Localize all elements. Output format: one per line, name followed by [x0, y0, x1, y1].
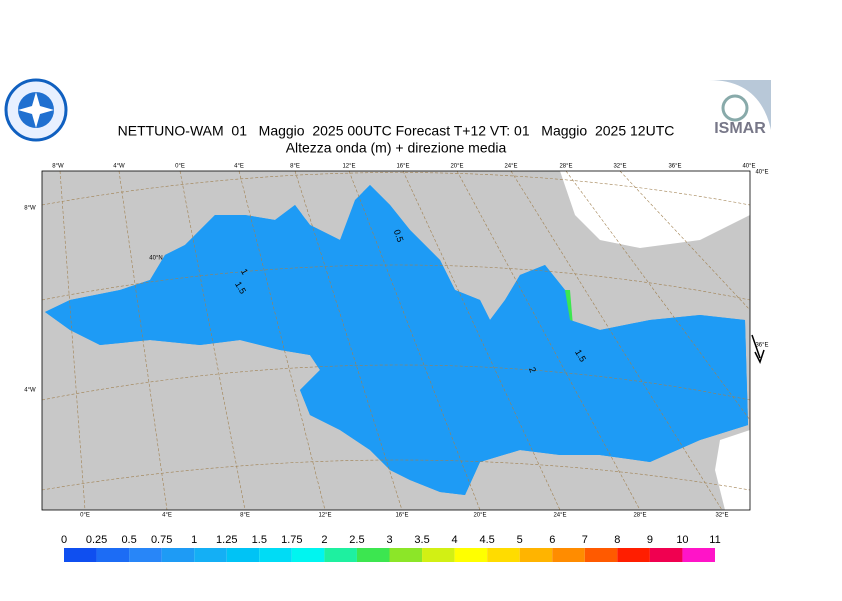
colorbar-label: 2	[321, 534, 327, 546]
colorbar-swatch	[356, 548, 390, 562]
colorbar-swatch	[324, 548, 357, 562]
colorbar-label: 0.25	[86, 534, 107, 546]
contour-label: 0.5	[392, 228, 406, 243]
colorbar-swatch	[96, 548, 130, 562]
coordinate-label: 16°E	[395, 513, 408, 519]
colorbar-label: 10	[676, 534, 688, 546]
colorbar-label: 9	[647, 534, 653, 546]
subtitle: Altezza onda (m) + direzione media	[286, 140, 507, 156]
coordinate-label: 20°E	[473, 513, 486, 519]
colorbar-label: 4	[452, 534, 458, 546]
colorbar-swatch	[64, 548, 97, 562]
colorbar-label: 4.5	[480, 534, 495, 546]
contour-label: 2	[527, 366, 538, 374]
coordinate-label: 32°E	[613, 164, 626, 170]
colorbar-label: 1	[191, 534, 197, 546]
colorbar-swatch	[422, 548, 455, 562]
colorbar-label: 7	[582, 534, 588, 546]
map-frame	[41, 170, 751, 511]
map	[42, 171, 750, 510]
colorbar-swatch	[194, 548, 227, 562]
coordinate-label: 8°W	[24, 206, 36, 212]
coordinate-label: 36°E	[668, 164, 681, 170]
coordinate-label: 4°W	[24, 388, 36, 394]
coordinate-label: 28°E	[559, 164, 572, 170]
coordinate-label: 12°E	[342, 164, 355, 170]
coordinate-label: 4°E	[234, 164, 244, 170]
title: NETTUNO-WAM 01 Maggio 2025 00UTC Forecas…	[118, 123, 675, 139]
coordinate-label: 4°W	[113, 164, 125, 170]
coordinate-label: 40°E	[755, 170, 768, 176]
coordinate-label: 8°E	[240, 513, 250, 519]
colorbar-label: 0	[61, 534, 67, 546]
colorbar-swatch	[649, 548, 683, 562]
colorbar-swatch	[519, 548, 553, 562]
coordinate-label: 0°E	[175, 164, 185, 170]
colorbar-swatch	[291, 548, 325, 562]
coordinate-label: 28°E	[633, 513, 646, 519]
coordinate-label: 24°E	[553, 513, 566, 519]
colorbar-swatch	[454, 548, 488, 562]
map-labels: 8°W 4°W 0°E 4°E 8°E 12°E 16°E 20°E 24°E 28°E 32°E 3…	[24, 164, 768, 519]
colorbar-swatch	[226, 548, 260, 562]
colorbar-label: 1.25	[216, 534, 237, 546]
colorbar-swatch	[161, 548, 195, 562]
colorbar-label: 8	[614, 534, 620, 546]
coordinate-label: 8°W	[52, 164, 64, 170]
contour-label: 1	[239, 267, 250, 276]
left-logo	[4, 78, 68, 142]
colorbar-label: 2.5	[349, 534, 364, 546]
colorbar-label: 11	[709, 534, 720, 546]
coordinate-label: 8°E	[290, 164, 300, 170]
coordinate-label: 16°E	[396, 164, 409, 170]
colorbar: 0 0.25 0.5 0.75 1 1.25 1.5 1.75 2 2.5 3 3.5 4 4.5 5 6 7 8…	[61, 534, 721, 562]
logo-text: ISMAR	[714, 120, 766, 137]
colorbar-label: 0.5	[121, 534, 136, 546]
colorbar-label: 0.75	[151, 534, 172, 546]
arrow	[751, 334, 765, 364]
colorbar-label: 1.75	[281, 534, 302, 546]
colorbar-label: 5	[517, 534, 523, 546]
colorbar-swatch	[584, 548, 618, 562]
colorbar-swatch	[487, 548, 520, 562]
right-logo: ISMAR	[709, 80, 771, 140]
colorbar-swatch	[389, 548, 423, 562]
colorbar-swatch	[682, 548, 715, 562]
latitude-label: 40°N	[149, 256, 162, 262]
colorbar-swatch	[552, 548, 585, 562]
colorbar-swatch	[617, 548, 650, 562]
colorbar-label: 6	[549, 534, 555, 546]
colorbar-label: 3.5	[414, 534, 429, 546]
coordinate-label: 40°E	[742, 164, 755, 170]
coordinate-label: 0°E	[80, 513, 90, 519]
colorbar-label: 3	[386, 534, 392, 546]
coordinate-label: 12°E	[318, 513, 331, 519]
coordinate-label: 20°E	[450, 164, 463, 170]
coordinate-label: 36°E	[755, 343, 768, 349]
colorbar-swatch	[129, 548, 162, 562]
colorbar-label: 1.5	[252, 534, 267, 546]
coordinate-label: 32°E	[715, 513, 728, 519]
coordinate-label: 4°E	[162, 513, 172, 519]
colorbar-swatch	[259, 548, 292, 562]
coordinate-label: 24°E	[504, 164, 517, 170]
